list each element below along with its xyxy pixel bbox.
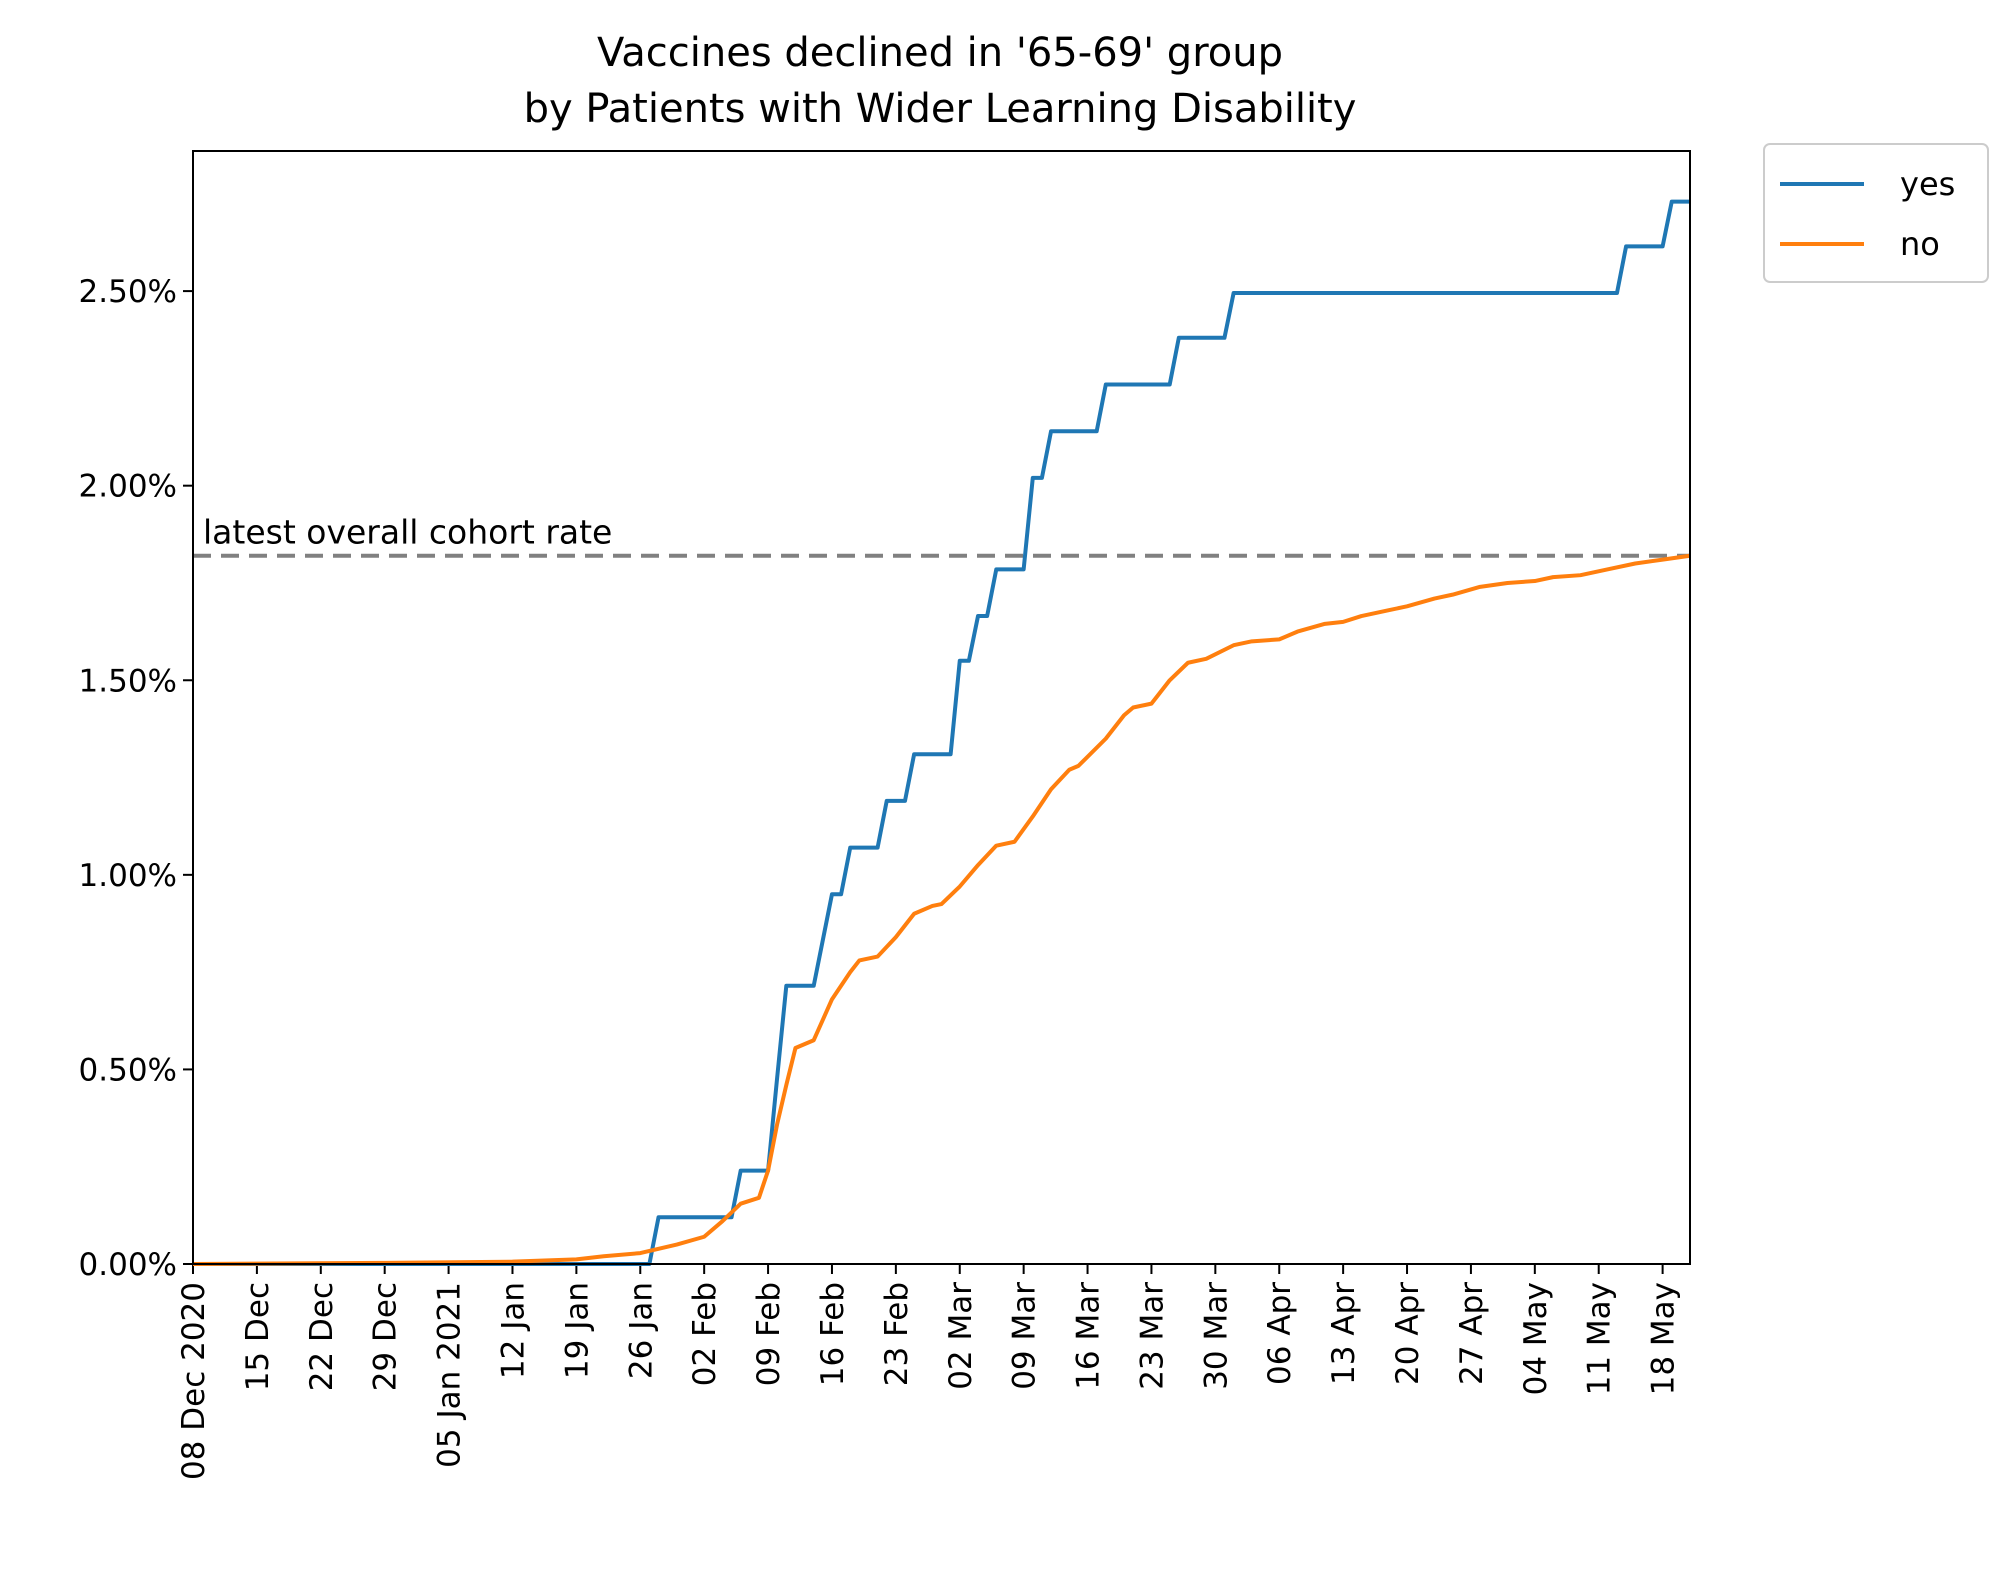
chart-title-line-2: by Patients with Wider Learning Disabili… — [524, 86, 1357, 132]
x-tick-label: 08 Dec 2020 — [176, 1282, 212, 1480]
x-tick-label: 09 Feb — [751, 1282, 787, 1386]
x-tick-label: 19 Jan — [559, 1282, 595, 1379]
y-tick-label: 1.00% — [79, 858, 177, 894]
x-tick-label: 15 Dec — [240, 1282, 276, 1391]
x-tick-label: 02 Mar — [943, 1282, 979, 1390]
x-tick-label: 29 Dec — [368, 1282, 404, 1391]
chart-title-line-1: Vaccines declined in '65-69' group — [597, 30, 1283, 76]
x-tick-label: 09 Mar — [1007, 1282, 1043, 1390]
x-tick-label: 23 Feb — [879, 1282, 915, 1386]
x-tick-label: 06 Apr — [1262, 1282, 1298, 1385]
x-tick-label: 16 Feb — [815, 1282, 851, 1386]
legend-label-yes: yes — [1900, 165, 1955, 203]
reference-line-label: latest overall cohort rate — [203, 513, 612, 552]
x-tick-label: 12 Jan — [495, 1282, 531, 1379]
x-axis: 08 Dec 2020 15 Dec 22 Dec 29 Dec 05 Jan 2021… — [176, 1264, 1682, 1480]
series-line-yes — [193, 199, 1690, 1266]
x-tick-label: 30 Mar — [1198, 1282, 1234, 1390]
legend: yes no — [1763, 143, 1989, 283]
x-tick-label: 04 May — [1518, 1282, 1554, 1395]
y-tick-label: 2.00% — [79, 469, 177, 505]
x-tick-label: 22 Dec — [304, 1282, 340, 1391]
legend-label-no: no — [1900, 225, 1940, 263]
x-tick-label: 16 Mar — [1071, 1282, 1107, 1390]
x-tick-label: 18 May — [1646, 1282, 1682, 1395]
plot-series — [192, 199, 1691, 1266]
x-tick-label: 02 Feb — [687, 1282, 723, 1386]
y-axis: 0.00% 0.50% 1.00% 1.50% 2.00% 2.50% — [79, 274, 193, 1283]
x-tick-label: 11 May — [1582, 1282, 1618, 1395]
series-line-no — [192, 553, 1691, 1266]
y-tick-label: 2.50% — [79, 274, 177, 310]
x-tick-label: 05 Jan 2021 — [432, 1282, 468, 1468]
x-tick-label: 26 Jan — [623, 1282, 659, 1379]
plot-frame — [192, 150, 1691, 1265]
x-tick-label: 27 Apr — [1454, 1282, 1490, 1385]
x-tick-label: 13 Apr — [1326, 1282, 1362, 1385]
y-tick-label: 0.00% — [79, 1247, 177, 1283]
y-tick-label: 1.50% — [79, 663, 177, 699]
x-tick-label: 20 Apr — [1390, 1282, 1426, 1385]
y-tick-label: 0.50% — [79, 1052, 177, 1088]
legend-box — [1763, 143, 1989, 283]
x-tick-label: 23 Mar — [1134, 1282, 1170, 1390]
